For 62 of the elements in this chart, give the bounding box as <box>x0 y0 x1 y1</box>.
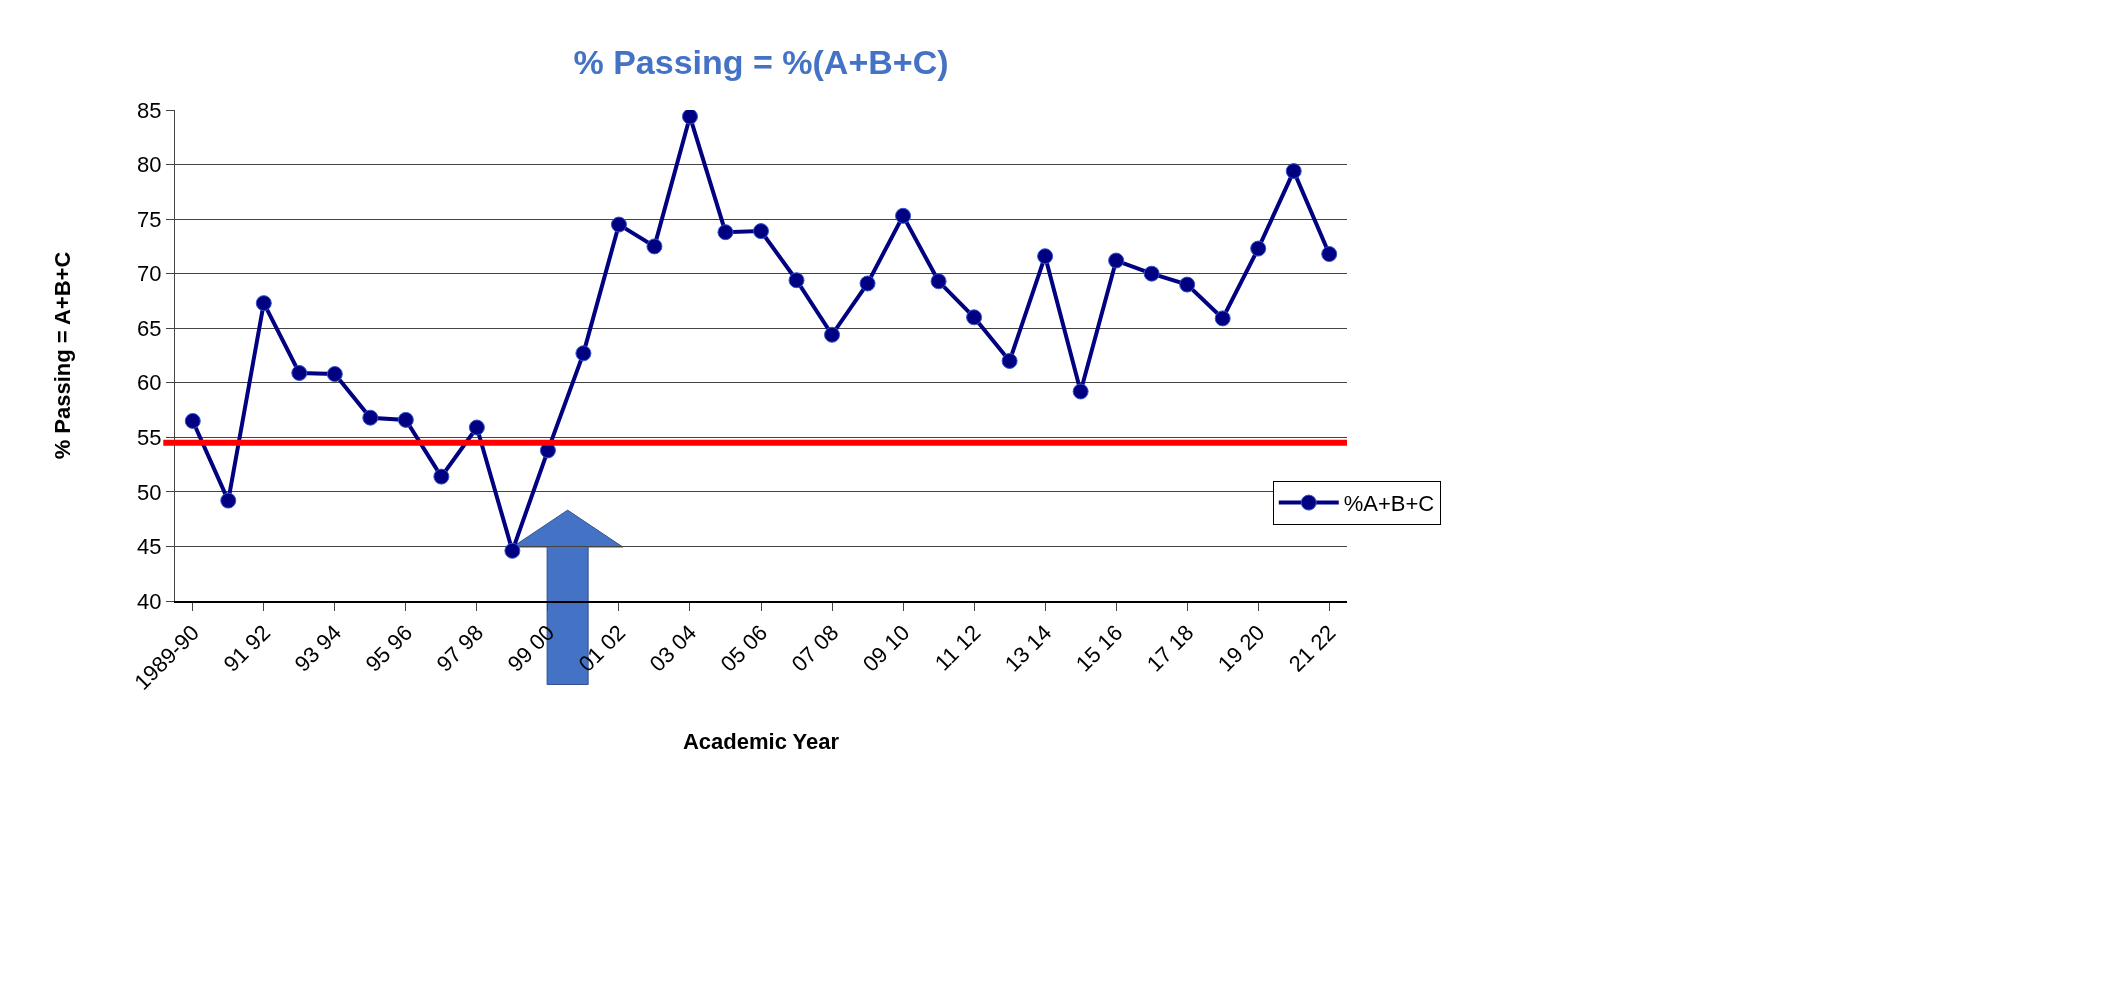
point <box>1250 240 1267 257</box>
point <box>895 207 912 224</box>
point <box>753 223 769 240</box>
x-axis-title: Academic Year <box>682 729 840 755</box>
x-tick-label: 21 22 <box>1283 620 1341 677</box>
x-tick-label: 19 20 <box>1212 620 1270 677</box>
x-tick-label: 13 14 <box>999 620 1057 677</box>
x-tick-label: 99 00 <box>502 620 560 677</box>
point <box>433 468 450 485</box>
point <box>717 224 734 241</box>
y-tick-label: 45 <box>137 534 162 560</box>
legend-label: %A+B+C <box>1343 491 1435 517</box>
y-tick-label: 40 <box>137 588 162 614</box>
x-tick-label: 15 16 <box>1070 620 1128 677</box>
y-tick-label: 85 <box>137 97 162 123</box>
x-tick-label: 17 18 <box>1141 620 1199 677</box>
x-tick-label: 93 94 <box>289 620 347 677</box>
x-tick-label: 07 08 <box>786 620 844 677</box>
x-tick-label: 09 10 <box>857 620 915 677</box>
y-tick-label: 70 <box>137 261 162 287</box>
point <box>1037 248 1054 265</box>
point <box>788 272 805 289</box>
x-tick-label: 97 98 <box>431 620 489 677</box>
x-tick-label: 95 96 <box>360 620 418 677</box>
x-tick-label: 05 06 <box>715 620 773 677</box>
point <box>1001 352 1018 369</box>
point <box>504 542 521 559</box>
point <box>468 419 485 436</box>
y-tick-label: 60 <box>137 370 162 396</box>
point <box>220 492 237 509</box>
point <box>646 238 663 255</box>
point <box>362 409 379 426</box>
y-axis-title: % Passing = A+B+C <box>49 251 75 460</box>
point <box>966 309 983 326</box>
point <box>610 216 627 233</box>
y-tick-label: 80 <box>137 152 162 178</box>
point <box>1214 310 1231 327</box>
y-tick-label: 50 <box>137 479 162 505</box>
x-tick-label: 03 04 <box>644 620 702 677</box>
point <box>859 275 876 292</box>
point <box>291 364 308 381</box>
point <box>1179 276 1196 293</box>
x-tick-label: 11 12 <box>929 620 986 676</box>
point <box>930 273 947 290</box>
point <box>1072 383 1089 400</box>
y-tick-label: 65 <box>137 315 162 341</box>
point <box>397 411 414 428</box>
point <box>184 412 201 429</box>
chart-title: % Passing = %(A+B+C) <box>573 42 949 81</box>
point <box>1285 163 1302 180</box>
point <box>1108 252 1125 269</box>
y-tick-label: 75 <box>137 206 162 232</box>
point <box>255 295 272 312</box>
point <box>681 110 698 125</box>
x-tick-label: 91 92 <box>218 620 276 677</box>
point <box>824 326 841 343</box>
point <box>1143 265 1160 282</box>
point <box>326 366 343 383</box>
point <box>575 345 592 362</box>
x-tick-label: 01 02 <box>573 620 631 677</box>
point <box>1321 246 1338 263</box>
y-tick-label: 55 <box>137 425 162 451</box>
